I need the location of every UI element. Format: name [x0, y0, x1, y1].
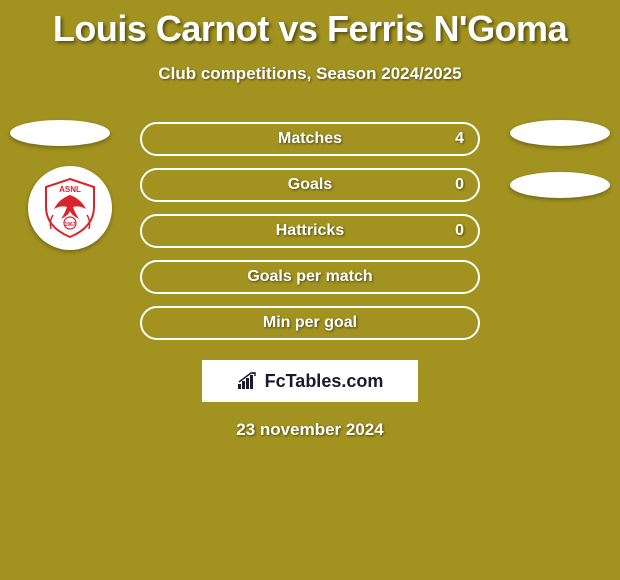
stat-row-hattricks: Hattricks 0: [140, 214, 480, 248]
stat-label: Hattricks: [276, 222, 344, 240]
right-player-photo-placeholder-1: [510, 120, 610, 146]
stat-label: Goals: [288, 176, 332, 194]
left-player-photo-placeholder: [10, 120, 110, 146]
stat-row-goals: Goals 0: [140, 168, 480, 202]
stat-value: 0: [455, 176, 464, 194]
date-text: 23 november 2024: [0, 420, 620, 440]
subtitle: Club competitions, Season 2024/2025: [0, 64, 620, 84]
brand-box: FcTables.com: [202, 360, 418, 402]
stat-row-min-per-goal: Min per goal: [140, 306, 480, 340]
stat-label: Goals per match: [247, 268, 372, 286]
right-player-column: [510, 122, 610, 198]
svg-text:ASNL: ASNL: [59, 185, 81, 194]
bar-chart-icon: [237, 372, 259, 390]
page-title: Louis Carnot vs Ferris N'Goma: [0, 0, 620, 50]
stat-row-matches: Matches 4: [140, 122, 480, 156]
stat-row-goals-per-match: Goals per match: [140, 260, 480, 294]
comparison-content: ASNL 1967 Matches 4 Goals 0 Hattricks 0: [0, 122, 620, 440]
right-player-photo-placeholder-2: [510, 172, 610, 198]
svg-text:1967: 1967: [64, 222, 75, 228]
brand-text: FcTables.com: [265, 371, 384, 392]
left-club-badge: ASNL 1967: [28, 166, 112, 250]
stat-value: 0: [455, 222, 464, 240]
stat-label: Min per goal: [263, 314, 357, 332]
stat-label: Matches: [278, 130, 342, 148]
stat-value: 4: [455, 130, 464, 148]
asnl-badge-icon: ASNL 1967: [39, 177, 101, 239]
stat-rows: Matches 4 Goals 0 Hattricks 0 Goals per …: [140, 122, 480, 340]
left-player-column: ASNL 1967: [10, 122, 112, 250]
